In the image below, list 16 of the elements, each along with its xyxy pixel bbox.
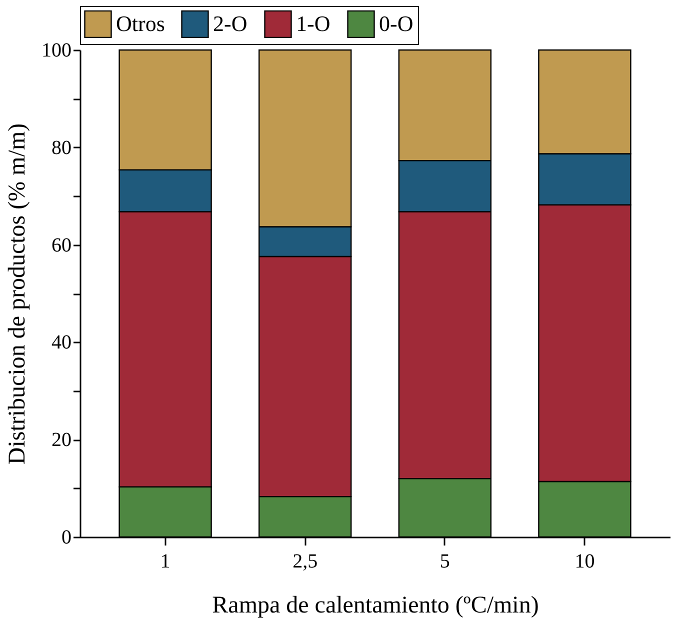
y-tick-label: 80 <box>52 136 72 159</box>
y-tick-label: 20 <box>52 429 72 452</box>
y-tick-label: 100 <box>42 40 72 62</box>
x-tick-label: 2,5 <box>292 550 318 572</box>
y-tick-label: 0 <box>62 526 72 548</box>
y-tick-label: 40 <box>52 332 72 354</box>
x-axis-title: Rampa de calentamiento (ºC/min) <box>212 592 539 618</box>
legend-label: Otros <box>116 11 165 36</box>
x-tick-label: 10 <box>574 550 595 572</box>
legend-label: 0-O <box>379 11 414 36</box>
x-tick-label: 5 <box>440 550 450 572</box>
x-tick-label: 1 <box>160 550 170 572</box>
y-tick-label: 60 <box>52 234 72 256</box>
legend-label: 2-O <box>213 11 248 36</box>
legend-label: 1-O <box>296 11 330 36</box>
y-axis-title: Distribucion de productos (% m/m) <box>4 123 30 465</box>
